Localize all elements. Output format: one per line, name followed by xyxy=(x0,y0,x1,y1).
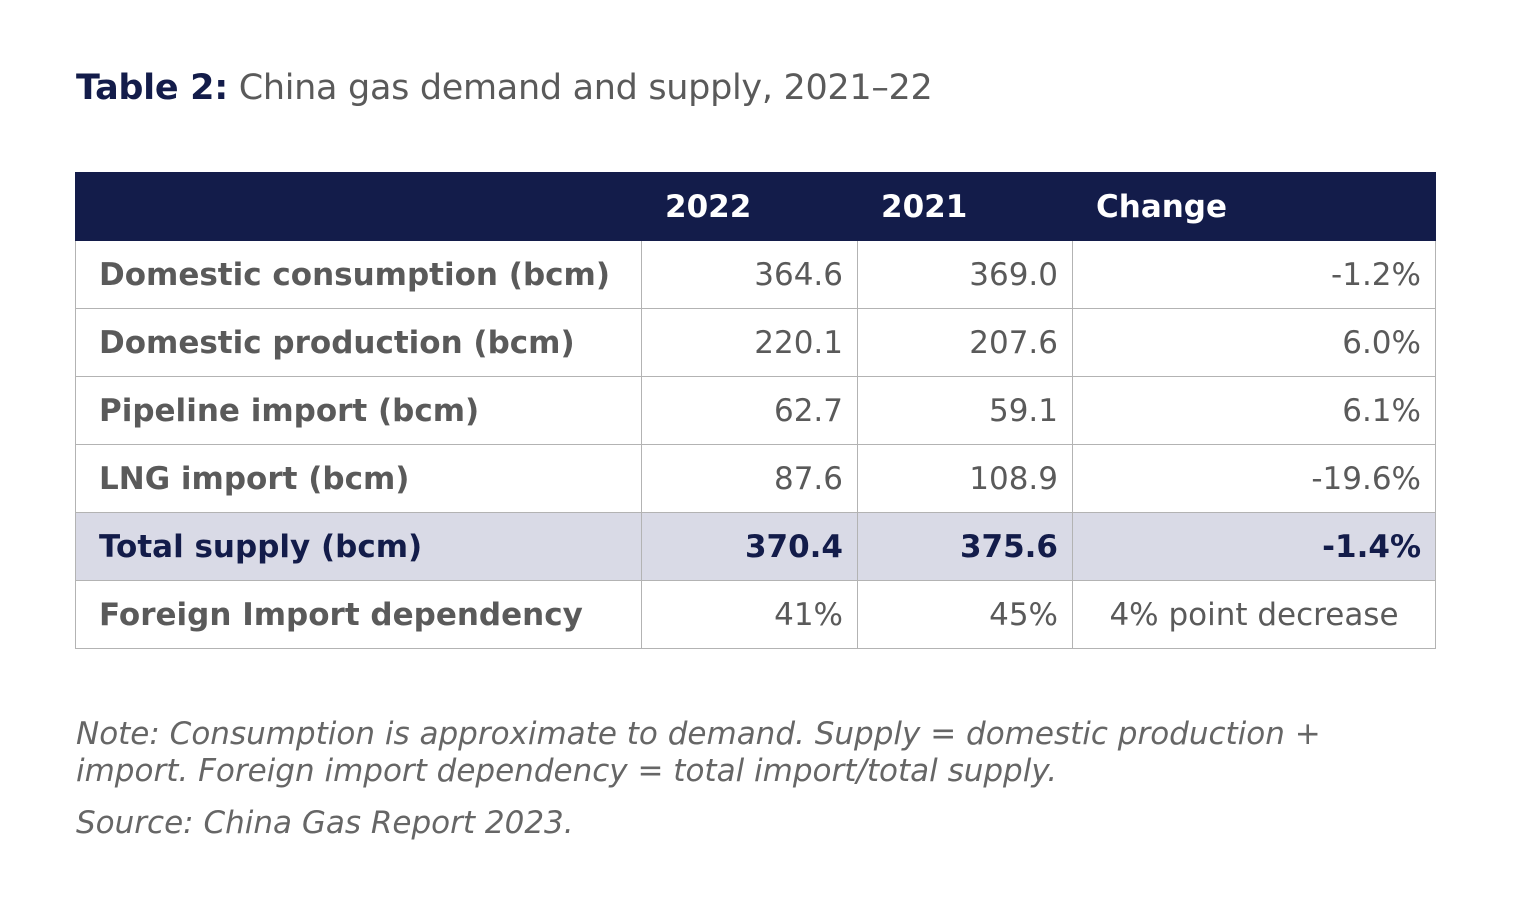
table-row-pipeline-import: Pipeline import (bcm) 62.7 59.1 6.1% xyxy=(75,376,1436,445)
table-row-lng-import: LNG import (bcm) 87.6 108.9 -19.6% xyxy=(75,444,1436,513)
row-label: Pipeline import (bcm) xyxy=(75,376,642,445)
cell-2021: 59.1 xyxy=(857,376,1073,445)
cell-change: -1.4% xyxy=(1072,512,1436,581)
header-cell-2021: 2021 xyxy=(857,172,1073,241)
table-row-total-supply: Total supply (bcm) 370.4 375.6 -1.4% xyxy=(75,512,1436,581)
table-row-domestic-consumption: Domestic consumption (bcm) 364.6 369.0 -… xyxy=(75,240,1436,309)
cell-2022: 220.1 xyxy=(641,308,858,377)
cell-2022: 62.7 xyxy=(641,376,858,445)
cell-change: 6.0% xyxy=(1072,308,1436,377)
row-label: Domestic production (bcm) xyxy=(75,308,642,377)
header-cell-2022: 2022 xyxy=(641,172,858,241)
cell-change: 6.1% xyxy=(1072,376,1436,445)
cell-2022: 41% xyxy=(641,580,858,649)
table-number-label: Table 2: xyxy=(76,68,228,108)
gas-demand-supply-table: 2022 2021 Change Domestic consumption (b… xyxy=(75,172,1436,649)
table-note: Note: Consumption is approximate to dema… xyxy=(76,716,1321,789)
cell-2021: 375.6 xyxy=(857,512,1073,581)
cell-2022: 370.4 xyxy=(641,512,858,581)
cell-change: 4% point decrease xyxy=(1072,580,1436,649)
row-label: LNG import (bcm) xyxy=(75,444,642,513)
table-row-foreign-import-dependency: Foreign Import dependency 41% 45% 4% poi… xyxy=(75,580,1436,649)
cell-change: -1.2% xyxy=(1072,240,1436,309)
row-label: Domestic consumption (bcm) xyxy=(75,240,642,309)
table-header-row: 2022 2021 Change xyxy=(75,172,1436,241)
header-cell-empty xyxy=(75,172,642,241)
table-title: Table 2: China gas demand and supply, 20… xyxy=(76,66,933,110)
cell-2021: 108.9 xyxy=(857,444,1073,513)
row-label: Foreign Import dependency xyxy=(75,580,642,649)
table-row-domestic-production: Domestic production (bcm) 220.1 207.6 6.… xyxy=(75,308,1436,377)
cell-2021: 45% xyxy=(857,580,1073,649)
header-cell-change: Change xyxy=(1072,172,1436,241)
cell-2022: 364.6 xyxy=(641,240,858,309)
table-title-text: China gas demand and supply, 2021–22 xyxy=(238,68,933,108)
cell-2021: 207.6 xyxy=(857,308,1073,377)
cell-2021: 369.0 xyxy=(857,240,1073,309)
cell-2022: 87.6 xyxy=(641,444,858,513)
row-label: Total supply (bcm) xyxy=(75,512,642,581)
cell-change: -19.6% xyxy=(1072,444,1436,513)
table-source: Source: China Gas Report 2023. xyxy=(76,805,574,841)
